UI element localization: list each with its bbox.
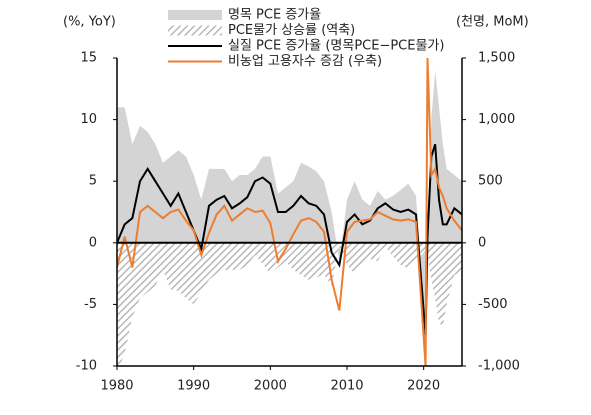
legend-swatch (168, 10, 222, 20)
x-tick-label: 2000 (254, 379, 287, 394)
x-tick-label: 1990 (177, 379, 210, 394)
x-tick-label: 2010 (330, 379, 363, 394)
area (117, 242, 462, 366)
legend-label: PCE물가 상승률 (역축) (228, 23, 355, 38)
y-tick-label: 10 (80, 112, 97, 127)
y2-tick-label: -500 (478, 297, 508, 312)
line (117, 58, 462, 366)
y-tick-label: 5 (89, 174, 97, 189)
y-axis-label: (%, YoY) (63, 15, 116, 30)
legend-label: 비농업 고용자수 증감 (우축) (228, 54, 382, 69)
y2-tick-label: 500 (478, 174, 503, 189)
y2-tick-label: 0 (478, 235, 486, 250)
y-tick-label: 15 (80, 51, 97, 66)
y-tick-label: -5 (84, 297, 97, 312)
area (117, 70, 462, 330)
x-tick-label: 2020 (407, 379, 440, 394)
y2-tick-label: 1,500 (478, 51, 515, 66)
y2-axis-label: (천명, MoM) (456, 15, 529, 30)
y-tick-label: 0 (89, 235, 97, 250)
y-tick-label: -10 (76, 359, 97, 374)
y2-tick-label: -1,000 (478, 359, 520, 374)
legend-swatch (168, 25, 222, 36)
legend-label: 실질 PCE 증가율 (명목PCE−PCE물가) (228, 39, 444, 54)
legend-label: 명목 PCE 증가율 (228, 8, 321, 23)
plot-area (117, 58, 462, 366)
x-tick-label: 1980 (100, 379, 133, 394)
y2-tick-label: 1,000 (478, 112, 515, 127)
